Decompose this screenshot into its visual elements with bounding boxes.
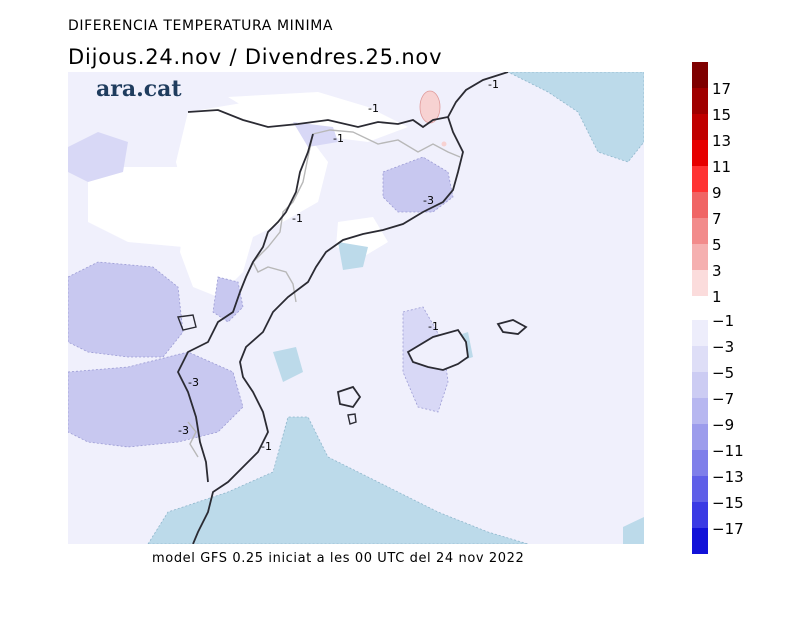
island-ibiza xyxy=(336,385,362,409)
political-border-south xyxy=(187,421,199,458)
legend-swatch-minus17 xyxy=(692,528,708,554)
legend-label: 7 xyxy=(712,210,722,228)
model-run-caption: model GFS 0.25 iniciat a les 00 UTC del … xyxy=(152,551,525,566)
island-mallorca xyxy=(406,328,469,371)
legend-label: −13 xyxy=(712,468,744,486)
cold-patch-catalonia xyxy=(382,156,454,213)
warm-spot-small xyxy=(441,141,447,147)
legend-label: 9 xyxy=(712,184,722,202)
legend-swatch-5 xyxy=(692,218,708,244)
coastline-north xyxy=(187,71,509,129)
legend-label: 11 xyxy=(712,158,732,176)
legend-swatch-17 xyxy=(692,62,708,88)
island-menorca xyxy=(496,319,528,335)
legend-label: 17 xyxy=(712,80,732,98)
contour-label: -1 xyxy=(368,102,379,115)
cold-patch-inland xyxy=(212,276,244,323)
inland-border xyxy=(176,133,314,483)
legend-label: −15 xyxy=(712,494,744,512)
legend-label: 13 xyxy=(712,132,732,150)
contour-label: -1 xyxy=(292,212,303,225)
legend-swatch-7 xyxy=(692,192,708,218)
near-zero-zone xyxy=(176,102,328,297)
legend-swatch-9 xyxy=(692,166,708,192)
warm-spot xyxy=(419,90,441,124)
legend-swatch-minus1 xyxy=(692,320,708,346)
legend-swatch-15 xyxy=(692,88,708,114)
legend-swatch-minus15 xyxy=(692,502,708,528)
cold-patch-pyrenees xyxy=(293,122,338,147)
contour-label: -1 xyxy=(261,440,272,453)
legend-swatch-minus5 xyxy=(692,372,708,398)
legend-label: −1 xyxy=(712,312,735,330)
legend-label: −3 xyxy=(712,338,735,356)
legend-swatch-minus3 xyxy=(692,346,708,372)
sea-blue-northeast xyxy=(507,71,645,163)
cold-patch-west xyxy=(67,261,184,358)
legend-swatch-minus7 xyxy=(692,398,708,424)
legend-label: −7 xyxy=(712,390,735,408)
legend-label: 15 xyxy=(712,106,732,124)
contour-label: -3 xyxy=(423,194,434,207)
map-subtitle: Dijous.24.nov / Divendres.25.nov xyxy=(68,45,443,69)
legend-swatch-minus11 xyxy=(692,450,708,476)
map-title: DIFERENCIA TEMPERATURA MINIMA xyxy=(68,18,334,34)
sea-blue-south xyxy=(147,416,529,545)
legend-swatch-13 xyxy=(692,114,708,140)
legend-label: −5 xyxy=(712,364,735,382)
near-zero-zone-north xyxy=(228,92,408,142)
political-border-north xyxy=(312,129,461,158)
temperature-difference-map: -1 -1 -1 -3 -1 -1 -3 -3 -1 xyxy=(67,71,645,545)
legend-label: 3 xyxy=(712,262,722,280)
legend-label: −9 xyxy=(712,416,735,434)
legend-swatch-minus13 xyxy=(692,476,708,502)
coastline-east xyxy=(192,116,464,545)
legend-swatch-1 xyxy=(692,270,708,296)
legend-label: −11 xyxy=(712,442,744,460)
sea-blue-valencia xyxy=(273,347,303,382)
contour-label: -3 xyxy=(188,376,199,389)
contour-label: -1 xyxy=(333,132,344,145)
ara-cat-logo: ara.cat xyxy=(96,76,182,102)
legend-swatch-3 xyxy=(692,244,708,270)
legend-swatch-11 xyxy=(692,140,708,166)
contour-label: -3 xyxy=(178,424,189,437)
cold-patch-southwest xyxy=(67,351,244,448)
political-border-west xyxy=(252,133,314,303)
sea-blue-ebro xyxy=(338,242,368,270)
legend-label: 1 xyxy=(712,288,722,306)
border-notch xyxy=(177,314,197,331)
legend-swatch-minus9 xyxy=(692,424,708,450)
contour-label: -1 xyxy=(488,78,499,91)
island-formentera xyxy=(347,413,357,425)
near-zero-zone-west xyxy=(88,167,188,247)
map-canvas: -1 -1 -1 -3 -1 -1 -3 -3 -1 xyxy=(67,71,645,545)
contour-label: -1 xyxy=(428,320,439,333)
sea-blue-southeast xyxy=(623,517,644,544)
legend-label: 5 xyxy=(712,236,722,254)
cold-patch-northwest xyxy=(68,132,128,182)
legend-label: −17 xyxy=(712,520,744,538)
color-scale-legend: 17 15 13 11 9 7 5 3 1 −1 −3 −5 −7 −9 −11… xyxy=(692,62,792,556)
